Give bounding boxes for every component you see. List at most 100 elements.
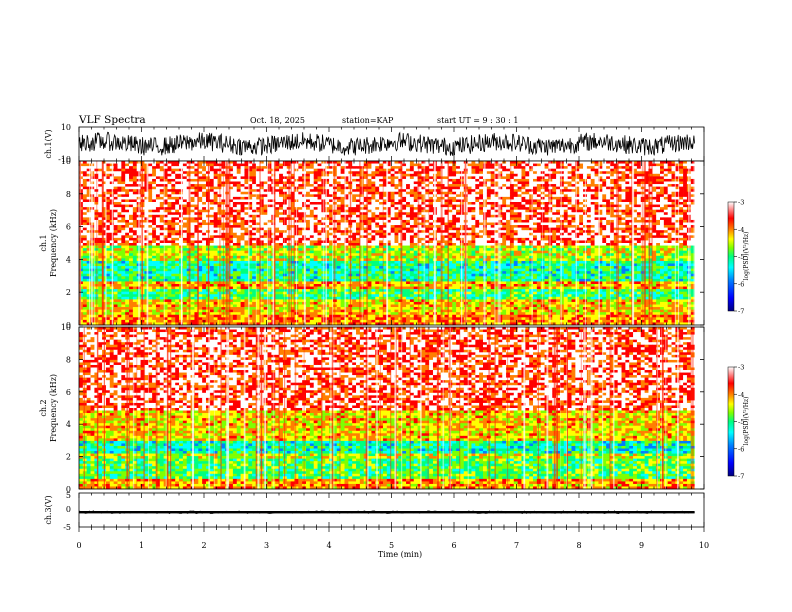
spectrogram-cell xyxy=(336,222,341,226)
spectrogram-cell xyxy=(279,225,284,228)
spectrogram-cell xyxy=(448,176,453,180)
spectrogram-cell xyxy=(236,225,241,228)
spectrogram-cell xyxy=(486,204,491,208)
spectrogram-cell xyxy=(94,222,99,226)
spectrogram-cell xyxy=(429,191,434,195)
spectrogram-cell xyxy=(155,166,161,169)
spectrogram-cell xyxy=(671,214,676,218)
spectrogram-cell xyxy=(86,217,91,221)
spectrogram-cell xyxy=(548,230,553,234)
spectrogram-cell xyxy=(236,219,241,223)
spectrogram-cell xyxy=(125,171,130,175)
spectrogram-cell xyxy=(406,209,411,213)
spectrogram-cell xyxy=(102,178,107,182)
spectrogram-cell xyxy=(440,199,445,203)
spectrogram-cell xyxy=(321,171,326,175)
spectrogram-cell xyxy=(390,212,395,216)
spectrogram-cell xyxy=(456,225,461,228)
spectrogram-cell xyxy=(105,186,111,190)
spectrogram-cell xyxy=(660,235,665,239)
spectrogram-cell xyxy=(175,191,180,195)
spectrogram-cell xyxy=(436,225,441,228)
spectrogram-cell xyxy=(186,235,191,239)
spectrogram-cell xyxy=(467,217,472,221)
spectrogram-cell xyxy=(475,219,480,223)
spectrogram-cell xyxy=(325,173,330,177)
spectrogram-cell xyxy=(483,196,488,200)
spectrogram-cell xyxy=(148,209,153,213)
spectrogram-cell xyxy=(644,237,649,241)
spectrogram-cell xyxy=(436,176,441,180)
spectrogram-cell xyxy=(298,199,303,203)
spectrogram-cell xyxy=(144,176,149,180)
spectrogram-cell xyxy=(613,219,618,223)
spectrogram-cell xyxy=(148,199,153,203)
spectrogram-cell xyxy=(579,209,584,213)
spectrogram-cell xyxy=(248,204,253,208)
spectrogram-cell xyxy=(598,235,603,239)
spectrogram-cell xyxy=(690,186,695,190)
spectrogram-cell xyxy=(121,168,126,172)
spectrogram-cell xyxy=(263,237,268,241)
spectrogram-cell xyxy=(448,191,453,195)
spectrogram-cell xyxy=(371,161,376,164)
spectrogram-cell xyxy=(663,219,668,223)
spectrogram-cell xyxy=(683,212,688,216)
spectrogram-cell xyxy=(471,191,476,195)
spectrogram-cell xyxy=(652,214,657,218)
spectrogram-cell xyxy=(209,194,214,198)
spectrogram-cell xyxy=(490,207,495,210)
spectrogram-cell xyxy=(548,225,553,228)
spectrogram-cell xyxy=(440,178,445,182)
spectrogram-cell xyxy=(429,168,434,172)
spectrogram-cell xyxy=(579,178,584,182)
spectrogram-cell xyxy=(252,219,257,223)
spectrogram-cell xyxy=(636,168,642,172)
spectrogram-cell xyxy=(279,235,284,239)
spectrogram-cell xyxy=(125,163,130,167)
spectrogram-cell xyxy=(602,163,607,167)
spectrogram-cell xyxy=(340,237,345,241)
spectrogram-cell xyxy=(198,227,203,231)
spectrogram-cell xyxy=(648,176,653,180)
spectrogram-cell xyxy=(648,219,653,223)
spectrogram-cell xyxy=(525,168,530,172)
spectrogram-cell xyxy=(567,191,572,195)
spectrogram-cell xyxy=(252,237,257,241)
spectrogram-cell xyxy=(667,171,672,175)
spectrogram-cell xyxy=(552,171,557,175)
spectrogram-cell xyxy=(452,199,457,203)
spectrogram-cell xyxy=(155,225,161,228)
spectrogram-cell xyxy=(155,163,161,167)
spectrogram-cell xyxy=(144,202,149,205)
spectrogram-cell xyxy=(544,173,549,177)
spectrogram-cell xyxy=(656,194,661,198)
spectrogram-cell xyxy=(498,171,503,175)
spectrogram-cell xyxy=(359,171,365,175)
spectrogram-cell xyxy=(406,166,411,169)
spectrogram-cell xyxy=(332,219,338,223)
spectrogram-cell xyxy=(152,168,157,172)
spectrogram-cell xyxy=(579,181,584,185)
spectrogram-cell xyxy=(244,232,249,236)
spectrogram-cell xyxy=(636,173,642,177)
spectrogram-cell xyxy=(559,207,565,210)
spectrogram-cell xyxy=(625,178,630,182)
spectrogram-cell xyxy=(267,209,272,213)
spectrogram-cell xyxy=(486,214,491,218)
spectrogram-cell xyxy=(444,161,449,164)
spectrogram-cell xyxy=(436,217,441,221)
spectrogram-cell xyxy=(544,166,549,169)
spectrogram-cell xyxy=(609,166,615,169)
spectrogram-cell xyxy=(198,207,203,210)
spectrogram-cell xyxy=(594,184,599,187)
spectrogram-cell xyxy=(633,181,638,185)
spectrogram-cell xyxy=(217,222,222,226)
spectrogram-cell xyxy=(548,184,553,187)
spectrogram-cell xyxy=(452,166,457,169)
spectrogram-cell xyxy=(471,178,476,182)
spectrogram-cell xyxy=(625,191,630,195)
spectrogram-cell xyxy=(317,184,322,187)
spectrogram-cell xyxy=(436,214,441,218)
spectrogram-cell xyxy=(679,186,684,190)
